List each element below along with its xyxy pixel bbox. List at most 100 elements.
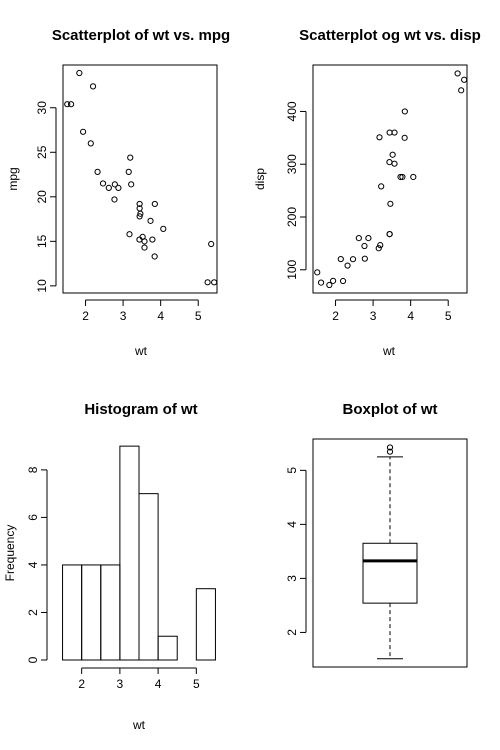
data-point [151,253,158,260]
data-point [67,101,75,108]
data-point [208,240,215,248]
x-tick-label: 2 [78,677,85,691]
y-tick-label: 300 [285,154,299,174]
boxplot [362,444,418,660]
histogram-bar [100,564,121,661]
data-point [137,210,144,217]
outlier-point [386,444,394,451]
y-tick-label: 6 [26,514,40,521]
data-point [349,256,357,263]
y-tick-label: 25 [35,145,49,159]
outlier-point [386,448,394,455]
chart-title: Boxplot of wt [343,401,438,418]
x-tick-label: 4 [407,309,414,323]
data-point [141,244,148,251]
y-axis: 10 15 20 25 30 [35,101,57,293]
x-axis-label: wt [132,718,146,732]
data-point [361,255,368,262]
data-point [410,173,417,181]
x-tick-label: 3 [117,677,124,691]
data-point [136,200,143,208]
data-point [79,128,87,135]
data-point [94,168,101,175]
y-axis-label: disp [253,168,267,190]
scatter-points [64,69,218,286]
data-point [147,217,154,224]
data-point [111,181,118,188]
x-axis: 2 3 4 5 [82,299,202,323]
data-point [89,83,97,90]
panel-histogram-wt: Histogram of wt wt Frequency 2 3 4 5 0 2 4 6 8 [3,401,216,732]
data-point [151,200,158,208]
histogram-bar [62,564,83,661]
data-point [99,180,107,187]
data-point [461,76,468,83]
data-point [387,200,394,207]
data-point [401,108,408,115]
plot-box [312,438,468,668]
data-point [389,151,396,158]
data-point [126,231,133,238]
data-point [127,154,134,161]
x-tick-label: 3 [370,309,377,323]
x-tick-label: 5 [195,309,202,323]
data-point [329,277,337,284]
y-tick-label: 2 [285,629,299,636]
y-tick-label: 8 [26,466,40,473]
histogram-bar [157,635,178,661]
x-tick-label: 4 [155,677,162,691]
data-point [115,184,122,192]
data-point [204,279,211,286]
data-point [317,279,325,286]
y-tick-label: 2 [26,609,40,616]
data-point [386,231,393,238]
data-point [399,173,406,181]
data-point [376,134,383,141]
y-tick-label: 200 [285,207,299,227]
x-axis: 2 3 4 5 [332,299,452,323]
y-axis-label: Frequency [3,525,17,582]
data-point [326,281,333,289]
data-point [128,181,135,188]
x-tick-label: 2 [82,309,89,323]
data-point [454,70,461,77]
data-point [87,140,94,147]
chart-title: Histogram of wt [84,401,197,418]
data-point [160,225,167,232]
y-tick-label: 20 [35,190,49,204]
y-tick-label: 3 [285,575,299,582]
data-point [314,269,321,276]
x-axis-label: wt [134,344,148,358]
y-tick-label: 15 [35,234,49,248]
y-tick-label: 0 [26,656,40,663]
data-point [125,168,132,175]
data-point [391,129,398,136]
data-point [111,196,118,203]
histogram-bars [62,445,216,661]
data-point [337,255,344,263]
y-tick-label: 100 [285,259,299,279]
x-tick-label: 5 [193,677,200,691]
histogram-bar [138,493,159,661]
panel-boxplot-wt: Boxplot of wt 2 3 4 5 [285,401,468,668]
data-point [355,235,362,242]
chart-title: Scatterplot of wt vs. mpg [52,27,230,44]
x-tick-label: 5 [445,309,452,323]
data-point [397,173,404,181]
x-tick-label: 4 [157,309,164,323]
y-axis: 100 200 300 400 [285,101,307,280]
data-point [378,183,385,190]
y-axis-label: mpg [6,167,20,190]
scatter-points [314,70,468,289]
y-tick-label: 4 [26,561,40,568]
histogram-bar [81,564,102,661]
interquartile-box [362,542,418,604]
data-point [365,235,372,242]
data-point [64,101,71,108]
data-point [377,242,384,249]
y-axis: 2 3 4 5 [285,467,307,636]
data-point [105,184,112,192]
y-axis: 0 2 4 6 8 [26,466,48,663]
data-point [375,245,382,252]
